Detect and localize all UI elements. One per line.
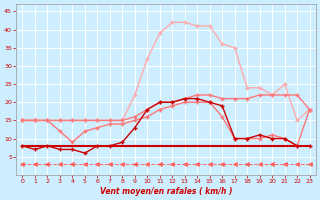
X-axis label: Vent moyen/en rafales ( km/h ): Vent moyen/en rafales ( km/h ) (100, 187, 232, 196)
